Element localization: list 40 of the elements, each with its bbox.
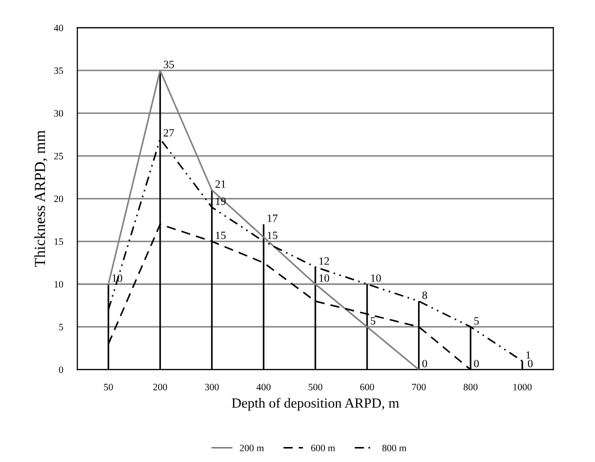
x-tick-label: 1000 (513, 384, 532, 390)
legend-label: 800 m (382, 444, 406, 452)
y-tick-label: 15 (54, 238, 64, 245)
data-label: 17 (268, 214, 278, 222)
y-tick-label: 10 (54, 281, 64, 288)
legend-label: 200 m (240, 444, 264, 452)
data-label: 0 (474, 360, 479, 368)
data-label: 0 (422, 360, 428, 368)
data-label: 19 (216, 197, 226, 205)
y-tick-label: 5 (59, 324, 64, 330)
x-tick-label: 700 (412, 384, 426, 390)
annotation: 0 (528, 360, 533, 368)
data-label: 21 (215, 180, 226, 188)
data-label: 27 (164, 129, 174, 136)
data-label: 35 (164, 60, 174, 68)
y-tick-label: 20 (54, 196, 64, 202)
x-axis-title: Depth of deposition ARPD, m (232, 398, 400, 411)
data-label: 10 (371, 274, 381, 282)
legend-label: 600 m (311, 444, 336, 452)
data-label: 5 (474, 317, 479, 325)
x-tick-label: 50 (104, 384, 113, 390)
x-tick-label: 300 (205, 384, 219, 390)
data-label: 12 (319, 257, 329, 265)
x-tick-label: 800 (464, 384, 478, 390)
x-tick-label: 400 (256, 384, 271, 390)
x-tick-label: 600 (360, 384, 374, 390)
y-axis-title: Thickness ARPD, mm (34, 130, 48, 267)
y-tick-label: 40 (54, 24, 64, 32)
data-label: 15 (216, 232, 226, 240)
data-label: 1 (526, 351, 530, 359)
data-label: 8 (422, 291, 428, 299)
x-tick-label: 200 (153, 384, 168, 390)
y-tick-label: 25 (54, 152, 64, 160)
y-tick-label: 35 (54, 67, 64, 74)
y-tick-label: 30 (54, 110, 64, 117)
data-label: 15 (268, 232, 278, 240)
y-tick-label: 0 (58, 366, 64, 374)
x-tick-label: 500 (308, 384, 322, 390)
data-label: 10 (319, 274, 330, 282)
data-label: 5 (370, 317, 376, 325)
